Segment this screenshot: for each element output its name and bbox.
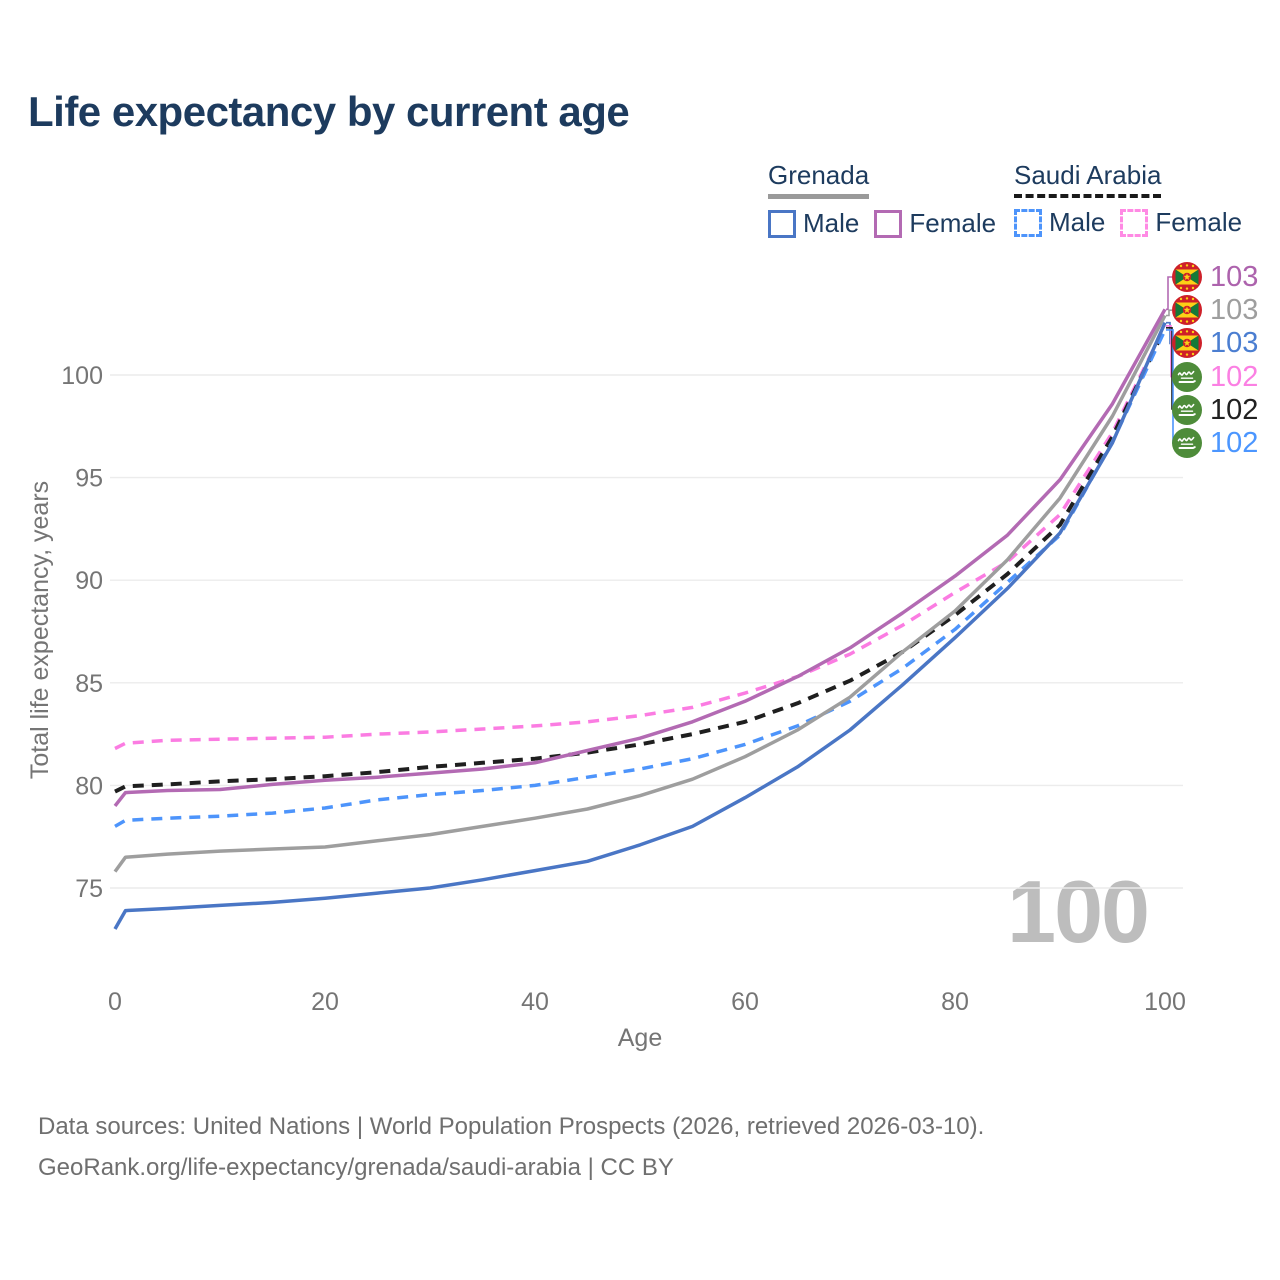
y-tick-90: 90 [75, 567, 103, 595]
legend-item-saudi-female[interactable]: Female [1120, 207, 1242, 238]
end-label-grenada_total: 103 [1172, 294, 1259, 327]
legend-row-grenada: Male Female [768, 208, 996, 239]
end-label-grenada_male: 103 [1172, 327, 1259, 360]
x-tick-60: 60 [731, 988, 759, 1016]
series-line-saudi_total[interactable] [114, 326, 1167, 794]
legend-item-grenada-female[interactable]: Female [874, 208, 996, 239]
y-tick-95: 95 [75, 465, 103, 493]
grenada-flag-icon [1172, 328, 1202, 358]
legend-item-saudi-male[interactable]: Male [1014, 207, 1105, 238]
grenada-male-swatch-icon[interactable] [768, 209, 796, 238]
end-label-grenada_female: 103 [1172, 262, 1258, 292]
x-tick-40: 40 [521, 988, 549, 1016]
end-connector-saudi_total [1166, 327, 1173, 410]
footer-link: GeoRank.org/life-expectancy/grenada/saud… [38, 1154, 674, 1181]
y-tick-80: 80 [75, 772, 103, 800]
y-tick-75: 75 [75, 875, 103, 903]
end-label-saudi_total: 102 [1172, 393, 1259, 426]
x-tick-100: 100 [1144, 988, 1186, 1016]
saudi-flag-icon [1172, 395, 1202, 425]
end-connector-grenada_total [1166, 309, 1172, 317]
series-line-grenada_total[interactable] [113, 314, 1167, 873]
chart-canvas[interactable]: 100 75 80 85 90 95 100 0 20 40 60 80 100 Age Total lif… [0, 0, 1280, 1080]
series-line-grenada_male[interactable] [113, 321, 1167, 930]
end-value-saudi_total: 102 [1210, 393, 1259, 426]
grenada-flag-icon [1172, 262, 1202, 292]
saudi-male-swatch-icon[interactable] [1014, 208, 1042, 237]
end-label-saudi_male: 102 [1172, 428, 1258, 458]
end-value-grenada_total: 103 [1210, 294, 1259, 327]
end-value-saudi_male: 102 [1210, 427, 1259, 459]
legend-label-saudi-male: Male [1049, 207, 1106, 237]
footer-sources: Data sources: United Nations | World Pop… [38, 1113, 985, 1140]
legend-row-saudi-arabia: Male Female [1014, 207, 1242, 238]
series-line-grenada_female[interactable] [113, 308, 1167, 807]
legend-label-grenada-male: Male [803, 208, 860, 238]
saudi-female-swatch-icon[interactable] [1120, 208, 1149, 237]
legend-country-grenada[interactable]: Grenada [768, 160, 870, 199]
legend-country-saudi-arabia[interactable]: Saudi Arabia [1014, 160, 1162, 198]
x-tick-80: 80 [941, 988, 969, 1016]
legend-group-grenada: Grenada Male Female [768, 160, 996, 239]
x-tick-0: 0 [108, 988, 122, 1016]
end-value-grenada_female: 103 [1210, 261, 1259, 293]
legend-label-grenada-female: Female [909, 208, 997, 238]
y-axis-title: Total life expectancy, years [26, 481, 54, 779]
legend-label-saudi-female: Female [1155, 207, 1243, 237]
page-title: Life expectancy by current age [28, 88, 630, 135]
y-tick-100: 100 [61, 362, 103, 390]
y-tick-85: 85 [75, 670, 103, 698]
x-axis-title: Age [618, 1024, 662, 1052]
legend-item-grenada-male[interactable]: Male [768, 208, 859, 239]
x-tick-20: 20 [311, 988, 339, 1016]
legend-group-saudi-arabia: Saudi Arabia Male Female [1014, 160, 1242, 238]
footer: Data sources: United Nations | World Pop… [38, 1106, 984, 1188]
saudi-flag-icon [1172, 428, 1202, 458]
series-line-saudi_male[interactable] [114, 329, 1167, 828]
series-line-saudi_female[interactable] [114, 325, 1167, 751]
grenada-flag-icon [1172, 295, 1202, 325]
end-value-saudi_female: 102 [1210, 360, 1259, 393]
grenada-female-swatch-icon[interactable] [874, 209, 903, 238]
age-watermark: 100 [1007, 862, 1148, 961]
saudi-flag-icon [1172, 362, 1202, 392]
end-label-saudi_female: 102 [1172, 360, 1259, 393]
end-connector-grenada_female [1166, 276, 1172, 311]
end-value-grenada_male: 103 [1210, 327, 1259, 360]
